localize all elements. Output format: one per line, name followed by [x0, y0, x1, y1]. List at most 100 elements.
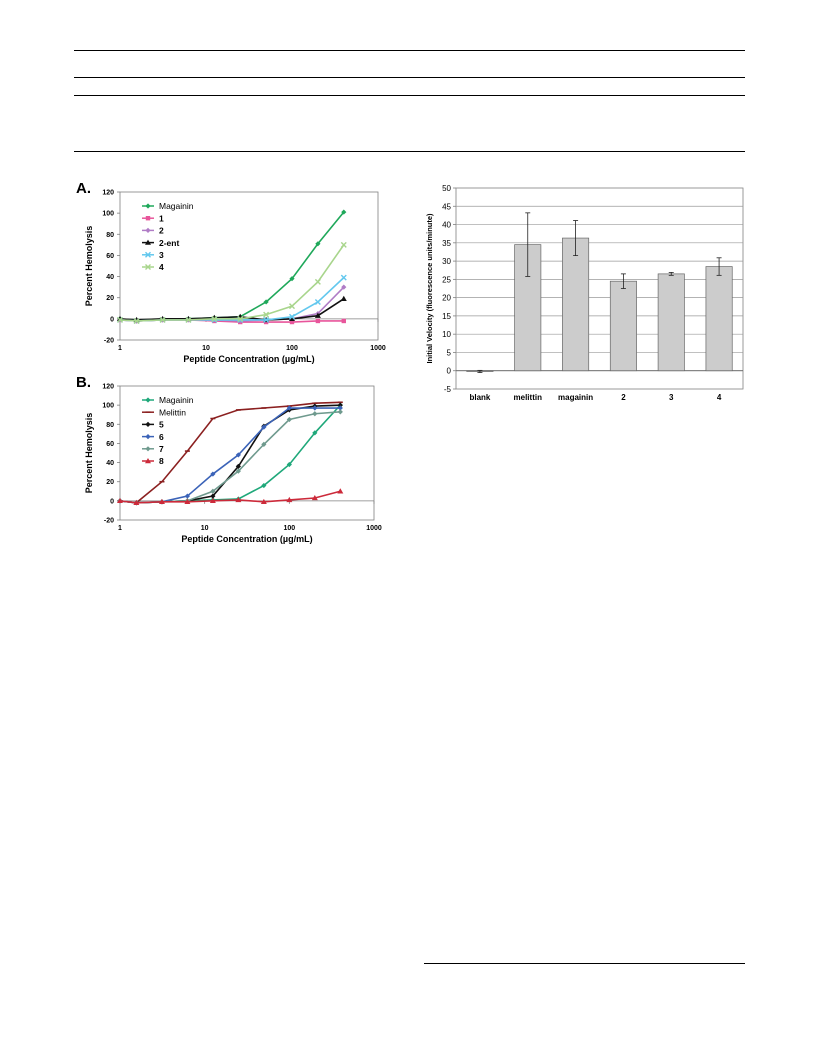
chart-a-ytick-label: 120	[102, 190, 114, 197]
chart-a-y-axis-label: Percent Hemolysis	[84, 226, 94, 307]
chart-b-ytick-label: 20	[106, 479, 114, 486]
chart-a-legend-marker	[145, 203, 151, 209]
footnote-rule	[424, 963, 745, 964]
chart-b-data-point	[337, 405, 343, 411]
chart-b-y-axis-label: Percent Hemolysis	[84, 413, 94, 494]
chart-a-xtick-label: 1	[118, 345, 122, 352]
chart-b-x-axis-label: Peptide Concentration (µg/mL)	[181, 534, 312, 544]
bar-y-axis-label: Initial Velocity (fluorescence units/min…	[425, 213, 434, 364]
top-rule-3	[74, 95, 745, 96]
bar-category-label: 4	[717, 393, 722, 402]
bar-ytick-label: 35	[442, 239, 451, 248]
bar-ytick-label: 5	[447, 348, 452, 357]
chart-b-data-point	[286, 416, 292, 423]
chart-a-data-point	[185, 316, 192, 323]
chart-a-ytick-label: 40	[106, 274, 114, 281]
chart-a-data-point	[263, 316, 270, 323]
bar-ytick-label: 50	[442, 184, 451, 193]
chart-b-legend-label: Melittin	[159, 407, 186, 417]
bar-ytick-label: 10	[442, 330, 451, 339]
chart-b-ytick-label: 60	[106, 441, 114, 448]
chart-a-legend-label: 2	[159, 226, 164, 236]
chart-b-data-point	[235, 496, 242, 503]
chart-b-xtick-label: 1	[118, 525, 122, 532]
chart-b-ytick-label: 40	[106, 460, 114, 467]
chart-a-ytick-label: 100	[102, 211, 114, 218]
chart-b-xtick-label: 10	[201, 525, 209, 532]
initial-velocity-bar-chart: -5 0 5 10 15 20 25 30 35 40 45 50 blank melittin magai…	[425, 184, 744, 402]
chart-a-data-point	[341, 318, 346, 324]
chart-b-data-point	[286, 496, 293, 503]
chart-a-series-5	[117, 241, 347, 324]
chart-a-series-line	[119, 298, 345, 321]
chart-a-legend-marker	[145, 264, 151, 270]
chart-a-legend-label: 4	[159, 262, 164, 272]
chart-a-data-point	[289, 313, 295, 320]
chart-b-xtick-label: 1000	[366, 525, 382, 532]
chart-b-data-point	[286, 405, 292, 411]
chart-a-legend-label: Magainin	[159, 201, 194, 211]
chart-a-data-point	[289, 303, 295, 310]
bar-ytick-label: 30	[442, 257, 451, 266]
bar-ytick-label: 0	[447, 367, 452, 376]
chart-a-ytick-label: -20	[104, 338, 114, 345]
chart-b-ytick-label: 100	[102, 403, 114, 410]
chart-a-data-point	[340, 295, 347, 301]
bar-plot-area	[455, 187, 744, 390]
chart-b-data-point	[286, 461, 292, 468]
chart-a-xtick-label: 1000	[370, 345, 386, 352]
bar-ytick-label: 25	[442, 275, 451, 284]
chart-b-legend-marker	[145, 458, 151, 464]
chart-a-legend-marker	[145, 227, 151, 233]
chart-b-ytick-label: -20	[104, 518, 114, 525]
chart-a-data-point	[289, 319, 295, 325]
chart-a-legend: Magainin 1 2 2-ent 3 4	[142, 201, 194, 272]
chart-b-legend-label: 5	[159, 420, 164, 430]
bar-ytick-label: -5	[444, 385, 452, 394]
chart-a-legend-label: 2-ent	[159, 238, 179, 248]
chart-a-data-point	[340, 274, 347, 281]
bar-category-label: blank	[469, 393, 490, 402]
bar-category-label: 2	[621, 393, 626, 402]
chart-b-legend-label: Magainin	[159, 395, 194, 405]
chart-b-ytick-label: 120	[102, 384, 114, 391]
bar-group	[657, 272, 685, 372]
chart-b-legend-marker	[145, 397, 151, 403]
chart-b-data-point	[260, 498, 267, 505]
chart-b-data-point	[312, 411, 318, 417]
bar	[562, 237, 590, 372]
chart-a-xtick-label: 10	[202, 345, 210, 352]
chart-a-data-point	[289, 276, 295, 282]
panel-label-a: A.	[76, 180, 91, 197]
bar-group	[514, 212, 542, 372]
chart-a-data-point	[314, 312, 321, 318]
chart-a-xtick-label: 100	[286, 345, 298, 352]
chart-a-data-point	[133, 317, 140, 324]
chart-b-series-line	[119, 490, 341, 504]
chart-a-data-point	[263, 311, 270, 318]
top-rule-4	[74, 151, 745, 152]
chart-b-data-point	[184, 498, 191, 505]
top-rule-1	[74, 50, 745, 51]
bar-group	[609, 273, 637, 372]
chart-a-data-point	[237, 318, 243, 324]
chart-a-legend-marker	[145, 216, 151, 221]
chart-a-data-point	[340, 241, 347, 248]
chart-a-data-point	[341, 209, 347, 215]
chart-a-data-point	[117, 316, 123, 323]
chart-b-data-point	[337, 488, 344, 494]
chart-a-legend-marker	[145, 251, 151, 258]
chart-b-ytick-label: 80	[106, 422, 114, 429]
chart-b-data-point	[261, 482, 267, 489]
bar	[609, 280, 637, 372]
chart-b-data-point	[117, 497, 123, 504]
chart-a-data-point	[211, 315, 218, 322]
chart-b-legend-label: 7	[159, 444, 164, 454]
bar-category-label: 3	[669, 393, 674, 402]
chart-b-legend-label: 6	[159, 432, 164, 442]
chart-b-legend-label: 8	[159, 456, 164, 466]
chart-b-data-point	[133, 499, 140, 505]
bar-ytick-label: 40	[442, 221, 451, 230]
bar	[705, 266, 733, 372]
chart-a-ytick-label: 80	[106, 232, 114, 239]
